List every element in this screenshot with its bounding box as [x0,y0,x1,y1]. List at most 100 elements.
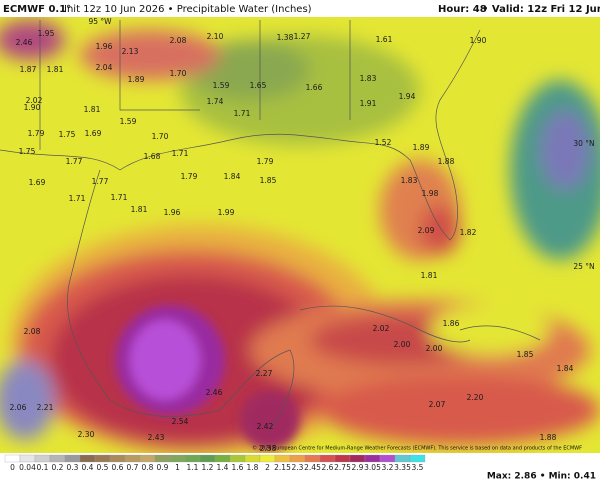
colorbar-tick-label: 3.2 [382,463,394,472]
colorbar-cell [394,454,411,463]
colorbar-cell [214,454,231,463]
colorbar-cell [109,454,126,463]
value-label: 1.52 [375,138,392,147]
value-label: 1.99 [218,208,235,217]
value-label: 1.91 [360,99,377,108]
value-label: 1.82 [460,228,477,237]
value-labels: 2.46 1.95 1.96 2.13 2.08 2.10 1.38 1.27 1.61 1.90… [10,29,574,453]
colorbar-cell [304,454,321,463]
colorbar-cell [199,454,216,463]
colorbar-cell [19,454,36,463]
colorbar: 0 0.04 0.1 0.2 0.3 0.4 0.5 0.6 0.7 0.8 0.9 1 1.1 1.2 1… [4,454,426,472]
colorbar-tick-label: 3.35 [394,463,411,472]
colorbar-tick-label: 1 [175,463,180,472]
value-label: 1.88 [540,433,557,442]
value-label: 1.79 [28,129,45,138]
value-label: 1.70 [152,132,169,141]
colorbar-cell [349,454,366,463]
colorbar-cell [244,454,261,463]
colorbar-cell [184,454,201,463]
value-label: 1.83 [401,176,418,185]
colorbar-cell [289,454,306,463]
colorbar-cell [364,454,381,463]
lat-label: 25 °N [573,262,594,271]
value-label: 1.75 [19,147,36,156]
value-label: 1.95 [38,29,55,38]
value-label: 1.68 [144,152,161,161]
colorbar-cell [274,454,291,463]
value-label: 1.85 [517,350,534,359]
core [115,305,300,450]
colorbar-tick-label: 0.9 [157,463,169,472]
lat-label: 30 °N [573,139,594,148]
value-label: 2.06 [10,403,27,412]
colorbar-tick-label: 2.15 [274,463,291,472]
colorbar-tick-label: 0.3 [67,463,79,472]
value-label: 1.90 [470,36,487,45]
colorbar-cell [334,454,351,463]
value-label: 1.70 [170,69,187,78]
colorbar-cell [169,454,186,463]
value-label: 2.10 [207,32,224,41]
colorbar-tick-label: 2.6 [322,463,334,472]
colorbar-tick-label: 2.9 [352,463,364,472]
value-label: 1.98 [422,189,439,198]
map: 2.46 1.95 1.96 2.13 2.08 2.10 1.38 1.27 1.61 1.90… [0,17,600,453]
colorbar-cell [49,454,66,463]
colorbar-tick-label: 1.8 [247,463,259,472]
value-label: 1.87 [20,65,37,74]
value-label: 1.27 [294,32,311,41]
colorbar-tick-label: 3.5 [412,463,424,472]
value-label: 1.71 [172,149,189,158]
value-label: 1.79 [257,157,274,166]
colorbar-tick-label: 1.1 [187,463,199,472]
colorbar-tick-label: 0.4 [82,463,94,472]
value-label: 2.21 [37,403,54,412]
value-label: 2.00 [426,344,443,353]
hour: Hour: 48 [438,4,487,15]
colorbar-cell [4,454,21,463]
value-label: 1.61 [376,35,393,44]
value-label: 1.90 [24,103,41,112]
valid-time: • Valid: 12z Fri 12 Jun 2026 [482,4,600,15]
map-title: Init 12z 10 Jun 2026 • Precipitable Wate… [64,4,312,15]
value-label: 1.96 [164,208,181,217]
colorbar-tick-label: 2.3 [292,463,304,472]
value-label: 1.38 [277,33,294,42]
value-label: 2.00 [394,340,411,349]
value-label: 1.81 [421,271,438,280]
value-label: 1.84 [557,364,574,373]
header-bar [0,0,600,17]
value-label: 2.54 [172,417,189,426]
colorbar-tick-label: 0 [10,463,15,472]
value-label: 1.89 [128,75,145,84]
value-label: 1.77 [66,157,83,166]
colorbar-tick-label: 0.7 [127,463,139,472]
value-label: 2.43 [148,433,165,442]
colorbar-cell [139,454,156,463]
coastlines [0,20,541,431]
value-label: 2.27 [256,369,273,378]
colorbar-tick-label: 3.05 [364,463,381,472]
colorbar-tick-label: 1.2 [202,463,214,472]
value-label: 1.77 [92,177,109,186]
credit: © 2026 European Centre for Medium-Range … [252,445,582,452]
value-label: 1.74 [207,97,224,106]
value-label: 2.09 [418,226,435,235]
value-label: 1.81 [84,105,101,114]
value-label: 1.83 [360,74,377,83]
colorbar-cell [79,454,96,463]
colorbar-tick-label: 0.2 [52,463,64,472]
value-label: 2.46 [16,38,33,47]
colorbar-tick-label: 2 [265,463,270,472]
colorbar-tick-label: 0.04 [19,463,36,472]
value-label: 1.59 [213,81,230,90]
value-label: 1.89 [413,143,430,152]
colorbar-cell [229,454,246,463]
colorbar-cell [259,454,276,463]
value-label: 1.94 [399,92,416,101]
colorbar-cell [319,454,336,463]
value-label: 2.46 [206,388,223,397]
value-label: 1.69 [85,129,102,138]
